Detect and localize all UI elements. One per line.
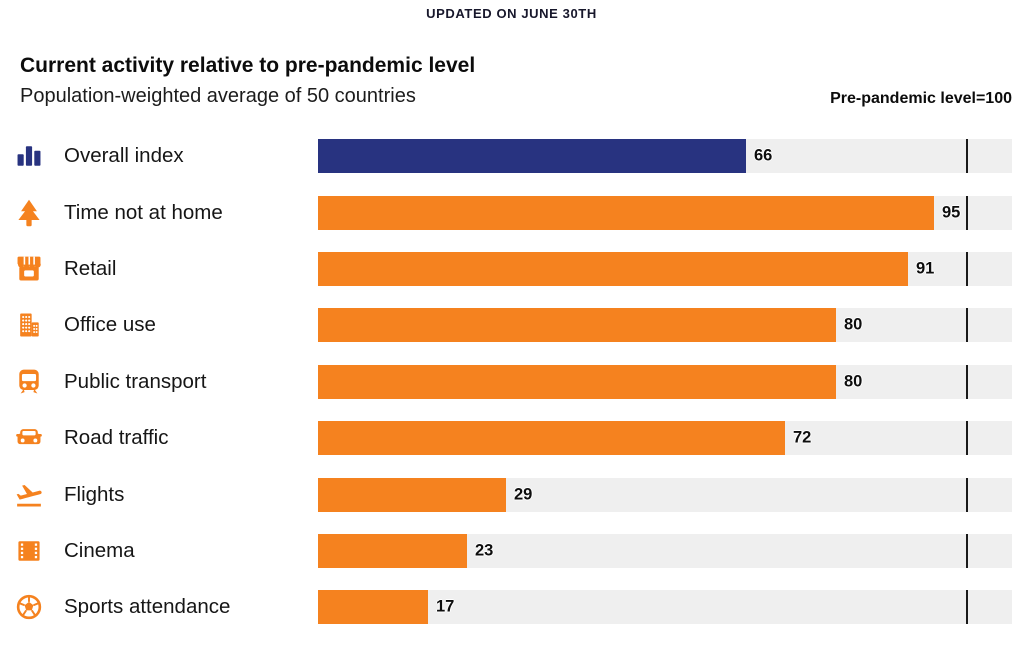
value-label: 23 [475,541,494,560]
reference-line [966,195,968,230]
value-label: 72 [793,428,812,447]
reference-line [966,251,968,286]
car-icon [14,423,44,453]
bar-track: 23 [318,533,1012,568]
reference-line [966,421,968,456]
category-label: Road traffic [64,426,169,450]
value-label: 66 [754,146,773,165]
chart-row: Retail 91 [0,241,1023,297]
chart-row: Office use 80 [0,297,1023,353]
film-strip-icon [14,536,44,566]
storefront-icon [14,254,44,284]
chart-row: Sports attendance 17 [0,579,1023,635]
value-label: 95 [942,203,961,222]
chart-row: Time not at home 95 [0,184,1023,240]
plane-takeoff-icon [14,480,44,510]
value-label: 80 [844,315,863,334]
bar [318,195,934,230]
value-label: 17 [436,597,455,616]
bar-track: 80 [318,364,1012,399]
bar-chart: Overall index 66 Time not at home 95 Retail 9… [0,128,1023,636]
reference-line [966,308,968,343]
category-label: Overall index [64,144,184,168]
category-label: Cinema [64,538,135,562]
reference-line [966,364,968,399]
value-label: 80 [844,372,863,391]
bar-track: 29 [318,477,1012,512]
bar-track: 72 [318,421,1012,456]
reference-line [966,139,968,174]
bar-track: 17 [318,590,1012,625]
bar [318,421,785,456]
chart-row: Overall index 66 [0,128,1023,184]
chart-row: Road traffic 72 [0,410,1023,466]
axis-note: Pre-pandemic level=100 [830,90,1012,107]
chart-subtitle: Population-weighted average of 50 countr… [20,85,416,107]
bus-icon [14,367,44,397]
reference-line [966,533,968,568]
updated-label: UPDATED ON JUNE 30TH [426,6,597,21]
chart-row: Flights 29 [0,466,1023,522]
bar-chart-icon [14,141,44,171]
category-label: Flights [64,482,125,506]
bar-track: 80 [318,308,1012,343]
bar-track: 95 [318,195,1012,230]
bar [318,308,836,343]
value-label: 91 [916,259,935,278]
bar-track: 91 [318,251,1012,286]
category-label: Time not at home [64,200,223,224]
category-label: Public transport [64,369,207,393]
category-label: Retail [64,256,117,280]
category-label: Sports attendance [64,595,231,619]
bar [318,364,836,399]
bar [318,533,467,568]
office-building-icon [14,310,44,340]
category-label: Office use [64,313,156,337]
bar [318,590,428,625]
chart-row: Public transport 80 [0,354,1023,410]
bar [318,477,506,512]
value-label: 29 [514,485,533,504]
reference-line [966,477,968,512]
bar-track: 66 [318,139,1012,174]
chart-title: Current activity relative to pre-pandemi… [20,54,476,77]
bar [318,251,908,286]
reference-line [966,590,968,625]
bar [318,139,746,174]
tree-icon [14,198,44,228]
soccer-ball-icon [14,592,44,622]
chart-row: Cinema 23 [0,523,1023,579]
